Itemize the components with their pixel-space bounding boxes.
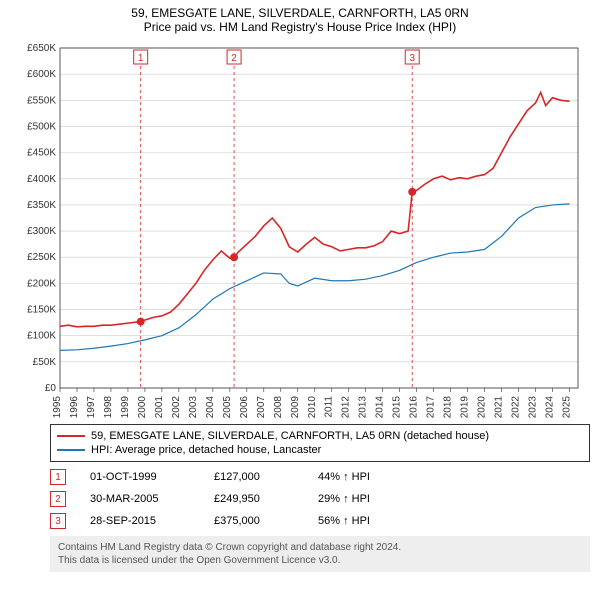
svg-text:£500K: £500K [27,121,56,132]
page: 59, EMESGATE LANE, SILVERDALE, CARNFORTH… [0,0,600,572]
svg-text:2010: 2010 [307,396,318,418]
svg-text:2011: 2011 [324,396,335,418]
svg-text:2007: 2007 [256,396,267,418]
sale-row: 2 30-MAR-2005 £249,950 29% ↑ HPI [50,488,590,510]
svg-text:2015: 2015 [392,396,403,418]
svg-text:2019: 2019 [460,396,471,418]
sale-price: £127,000 [214,471,294,483]
footer: Contains HM Land Registry data © Crown c… [50,536,590,572]
svg-text:1998: 1998 [103,396,114,418]
svg-text:1999: 1999 [120,396,131,418]
sales-table: 1 01-OCT-1999 £127,000 44% ↑ HPI 2 30-MA… [50,466,590,532]
svg-text:£350K: £350K [27,200,56,211]
chart-title-1: 59, EMESGATE LANE, SILVERDALE, CARNFORTH… [0,0,600,20]
svg-text:2024: 2024 [545,396,556,418]
svg-text:2013: 2013 [358,396,369,418]
svg-text:2022: 2022 [511,396,522,418]
svg-text:£400K: £400K [27,174,56,185]
svg-text:£100K: £100K [27,331,56,342]
svg-text:2000: 2000 [137,396,148,418]
svg-text:2001: 2001 [154,396,165,418]
legend-item: 59, EMESGATE LANE, SILVERDALE, CARNFORTH… [57,429,583,443]
svg-text:1995: 1995 [52,396,63,418]
line-chart: £0 £50K £100K £150K £200K £250K £300K £350K £400… [10,38,590,418]
sale-row: 3 28-SEP-2015 £375,000 56% ↑ HPI [50,510,590,532]
svg-text:2008: 2008 [273,396,284,418]
legend-item: HPI: Average price, detached house, Lanc… [57,443,583,457]
svg-text:£0: £0 [45,383,57,394]
legend-label: 59, EMESGATE LANE, SILVERDALE, CARNFORTH… [91,430,489,442]
svg-text:£150K: £150K [27,305,56,316]
svg-text:2016: 2016 [409,396,420,418]
chart-area: £0 £50K £100K £150K £200K £250K £300K £350K £400… [10,38,590,418]
svg-text:2003: 2003 [188,396,199,418]
svg-text:2017: 2017 [426,396,437,418]
legend-label: HPI: Average price, detached house, Lanc… [91,444,321,456]
sale-date: 01-OCT-1999 [90,471,190,483]
svg-text:£650K: £650K [27,43,56,54]
sale-date: 30-MAR-2005 [90,493,190,505]
footer-line: Contains HM Land Registry data © Crown c… [58,541,582,554]
svg-text:£250K: £250K [27,252,56,263]
svg-text:£200K: £200K [27,278,56,289]
svg-text:£450K: £450K [27,148,56,159]
svg-text:1996: 1996 [69,396,80,418]
sale-hpi: 44% ↑ HPI [318,471,370,483]
svg-text:2020: 2020 [477,396,488,418]
legend: 59, EMESGATE LANE, SILVERDALE, CARNFORTH… [50,424,590,462]
legend-swatch [57,435,85,437]
svg-text:2004: 2004 [205,396,216,418]
sale-price: £375,000 [214,515,294,527]
sale-marker-icon: 1 [50,469,66,485]
sale-date: 28-SEP-2015 [90,515,190,527]
svg-text:2023: 2023 [528,396,539,418]
footer-line: This data is licensed under the Open Gov… [58,554,582,567]
svg-text:2025: 2025 [562,396,573,418]
sale-hpi: 29% ↑ HPI [318,493,370,505]
svg-text:1997: 1997 [86,396,97,418]
svg-text:2021: 2021 [494,396,505,418]
svg-text:3: 3 [409,53,415,64]
svg-text:£50K: £50K [33,357,57,368]
sale-row: 1 01-OCT-1999 £127,000 44% ↑ HPI [50,466,590,488]
sale-marker-icon: 2 [50,491,66,507]
svg-text:2: 2 [231,53,237,64]
legend-swatch [57,449,85,451]
svg-text:2012: 2012 [341,396,352,418]
sale-price: £249,950 [214,493,294,505]
svg-text:2005: 2005 [222,396,233,418]
svg-text:2014: 2014 [375,396,386,418]
svg-text:£550K: £550K [27,95,56,106]
svg-text:2009: 2009 [290,396,301,418]
chart-title-2: Price paid vs. HM Land Registry's House … [0,20,600,38]
svg-text:2002: 2002 [171,396,182,418]
svg-text:£600K: £600K [27,69,56,80]
svg-text:1: 1 [138,53,144,64]
svg-text:2018: 2018 [443,396,454,418]
svg-text:£300K: £300K [27,226,56,237]
sale-hpi: 56% ↑ HPI [318,515,370,527]
sale-marker-icon: 3 [50,513,66,529]
svg-text:2006: 2006 [239,396,250,418]
